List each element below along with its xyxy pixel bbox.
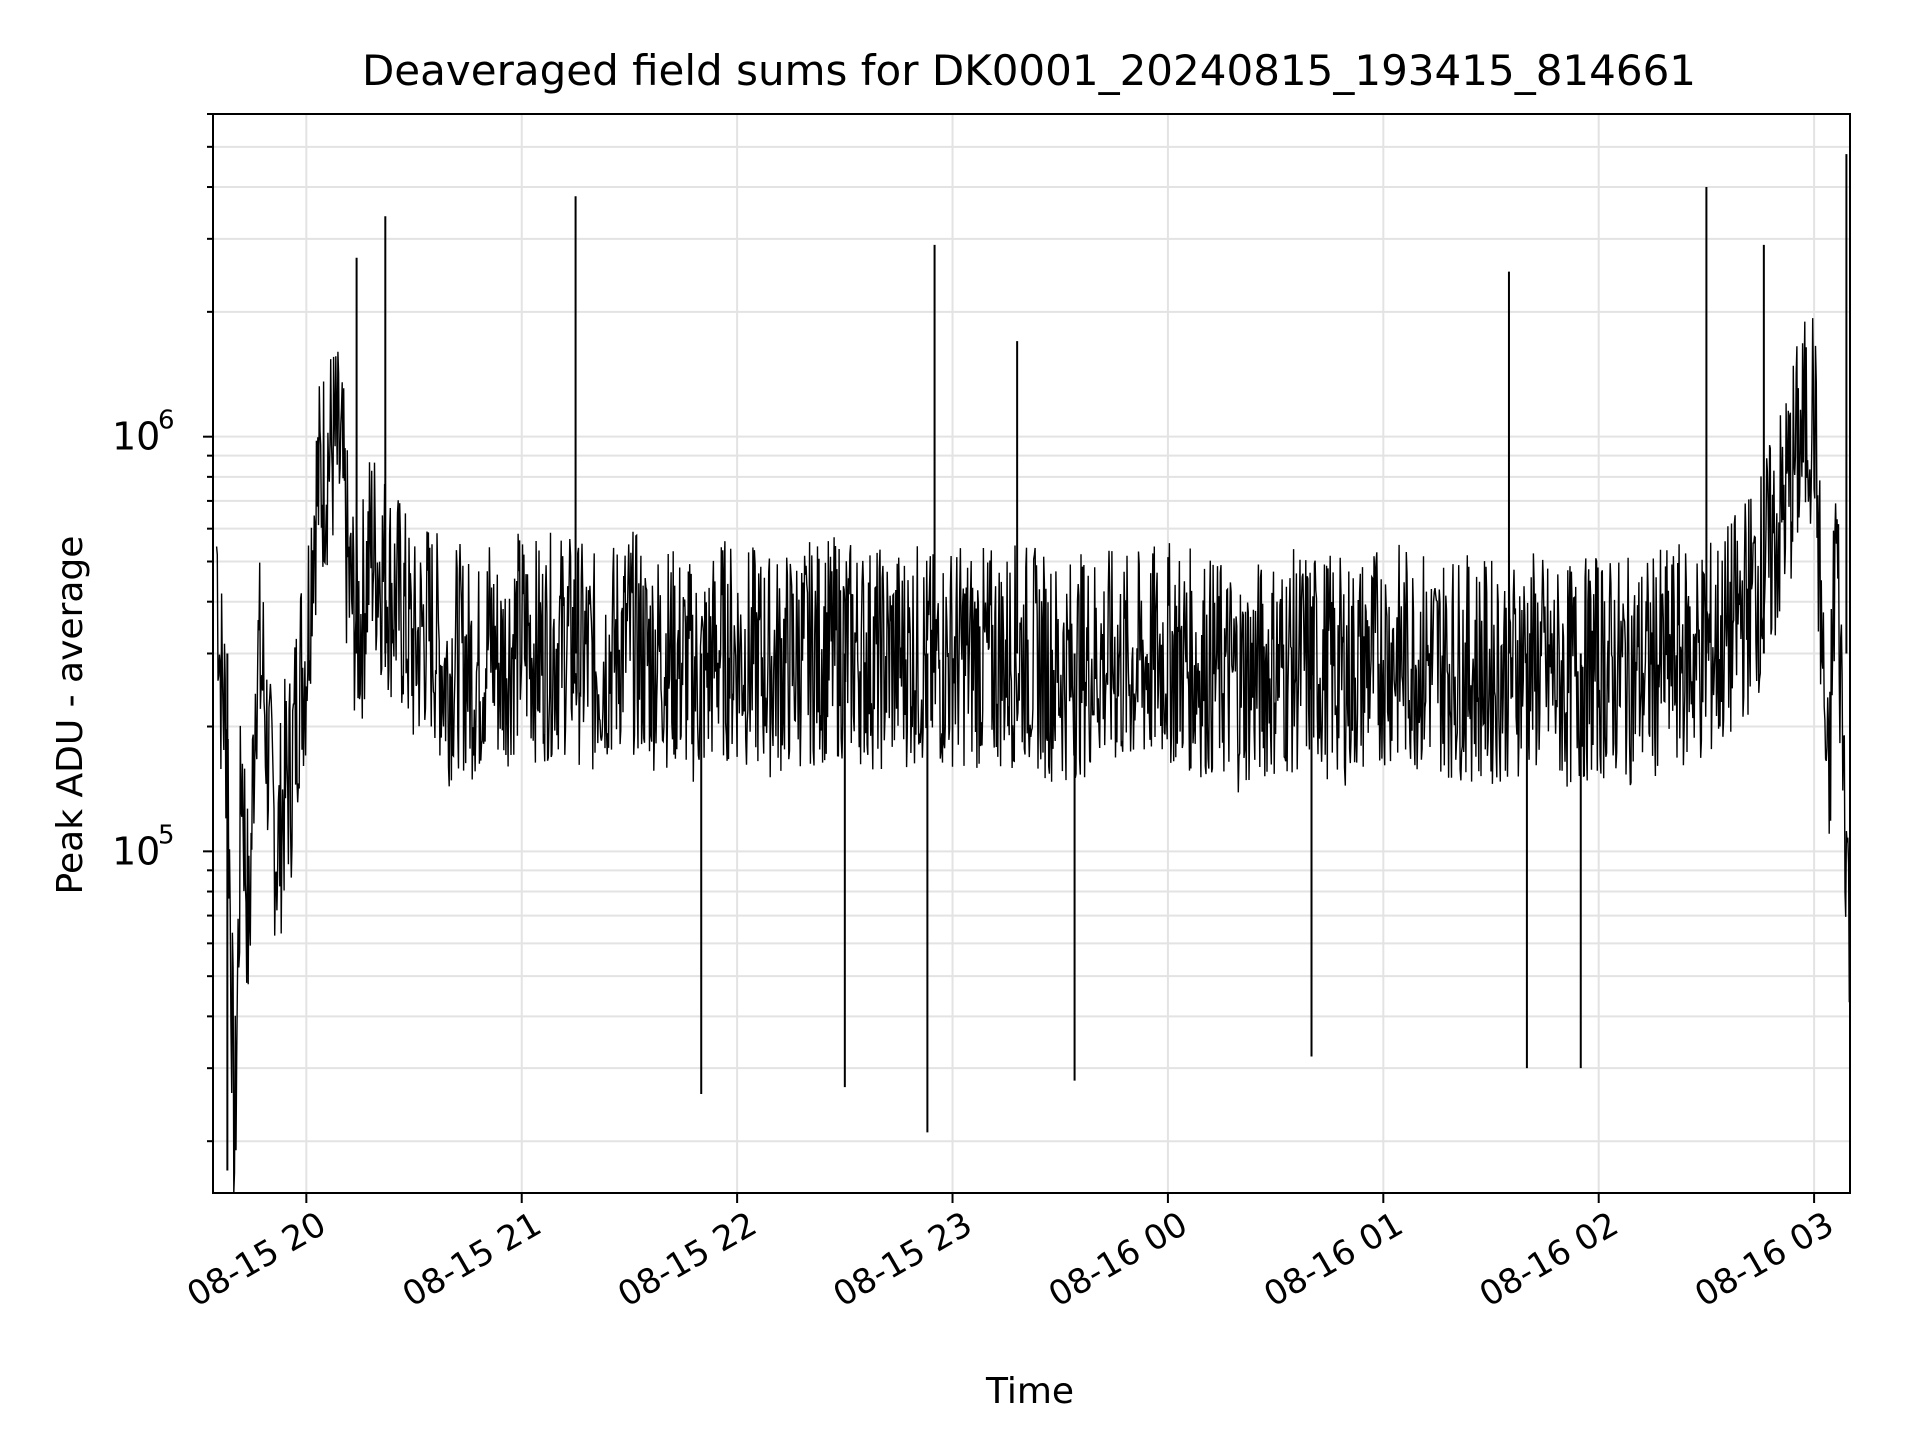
x-tick-label: 08-15 23 [827, 1204, 979, 1315]
series-line [215, 318, 1851, 1194]
y-axis-label: Peak ADU - average [50, 536, 91, 895]
chart-title: Deaveraged field sums for DK0001_2024081… [362, 46, 1696, 95]
y-tick-label: 10 [112, 829, 160, 873]
x-tick-label: 08-16 01 [1257, 1204, 1409, 1315]
x-tick-label: 08-16 00 [1042, 1204, 1194, 1315]
y-tick-label-exponent: 5 [158, 820, 175, 850]
x-tick-label: 08-15 21 [396, 1204, 548, 1315]
x-tick-label: 08-15 22 [611, 1204, 763, 1315]
y-tick-label: 10 [112, 415, 160, 459]
x-axis-ticks: 08-15 20 08-15 21 08-15 22 08-15 23 08-16 00… [180, 1193, 1841, 1315]
data-series-line [215, 154, 1851, 1194]
x-axis-label: Time [985, 1371, 1074, 1412]
y-tick-label-exponent: 6 [158, 406, 175, 436]
x-tick-label: 08-16 03 [1688, 1204, 1840, 1315]
x-tick-label: 08-16 02 [1473, 1204, 1625, 1315]
x-tick-label: 08-15 20 [180, 1204, 332, 1315]
